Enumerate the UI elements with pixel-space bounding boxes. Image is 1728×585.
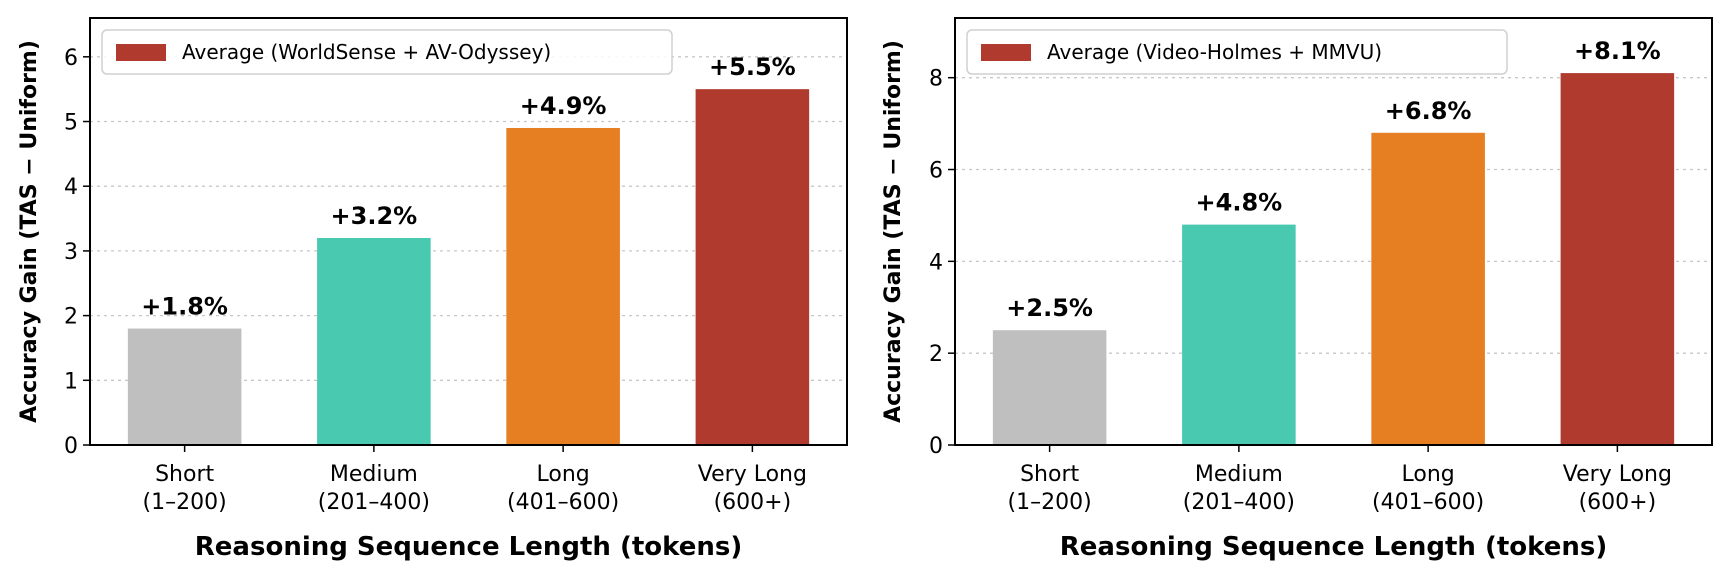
plot-frame <box>954 17 1713 446</box>
y-axis-title: Accuracy Gain (TAS − Uniform) <box>17 40 42 423</box>
chart-panel-2: +2.5% +4.8% +6.8% +8.1% 0 2 4 6 8 Short (1–200) Med… <box>881 17 1713 562</box>
bar <box>992 330 1107 445</box>
y-tick-label: 4 <box>64 175 78 200</box>
legend-label: Average (Video-Holmes + MMVU) <box>1047 40 1382 64</box>
legend-box <box>101 29 673 75</box>
bar <box>1560 73 1675 445</box>
legend-box <box>966 29 1508 75</box>
data-label: +1.8% <box>141 293 228 321</box>
y-tick-label: 6 <box>929 159 943 184</box>
legend-label: Average (WorldSense + AV-Odyssey) <box>182 40 551 64</box>
data-label: +4.9% <box>520 92 607 120</box>
bar <box>1371 132 1485 445</box>
x-axis-title: Reasoning Sequence Length (tokens) <box>1060 532 1607 562</box>
x-tick-label: Very Long (600+) <box>1563 462 1672 515</box>
y-tick-label: 3 <box>64 240 78 265</box>
bar <box>695 89 810 446</box>
data-label: +2.5% <box>1006 294 1093 322</box>
x-tick-label: Long (401–600) <box>507 462 619 515</box>
y-tick-label: 1 <box>64 369 78 394</box>
x-tick-label: Short (1–200) <box>143 462 227 515</box>
data-label: +4.8% <box>1196 189 1283 217</box>
bar <box>317 237 431 445</box>
legend-swatch <box>981 44 1031 61</box>
plot-frame <box>89 17 848 446</box>
y-tick-label: 2 <box>929 342 943 367</box>
x-tick-label: Long (401–600) <box>1372 462 1484 515</box>
x-tick-label: Medium (201–400) <box>1183 462 1295 515</box>
legend-swatch <box>116 44 166 61</box>
y-tick-label: 4 <box>929 250 943 275</box>
x-axis-title: Reasoning Sequence Length (tokens) <box>195 532 742 562</box>
data-label: +8.1% <box>1574 37 1661 65</box>
y-tick-label: 6 <box>64 46 78 71</box>
bar <box>1182 224 1296 445</box>
x-tick-label: Very Long (600+) <box>698 462 807 515</box>
data-label: +6.8% <box>1385 97 1472 125</box>
y-tick-label: 2 <box>64 305 78 330</box>
y-axis-title: Accuracy Gain (TAS − Uniform) <box>881 40 906 423</box>
y-tick-label: 0 <box>929 434 943 459</box>
chart-panel-1: +1.8% +3.2% +4.9% +5.5% 0 1 2 3 4 5 6 Short (1–200) M… <box>17 17 848 562</box>
bar <box>506 127 620 445</box>
y-tick-label: 0 <box>64 434 78 459</box>
y-tick-label: 5 <box>64 111 78 136</box>
x-tick-label: Short (1–200) <box>1008 462 1092 515</box>
data-label: +3.2% <box>331 202 418 230</box>
bar <box>127 328 242 445</box>
y-tick-label: 8 <box>929 67 943 92</box>
data-label: +5.5% <box>709 53 796 81</box>
x-tick-label: Medium (201–400) <box>318 462 430 515</box>
